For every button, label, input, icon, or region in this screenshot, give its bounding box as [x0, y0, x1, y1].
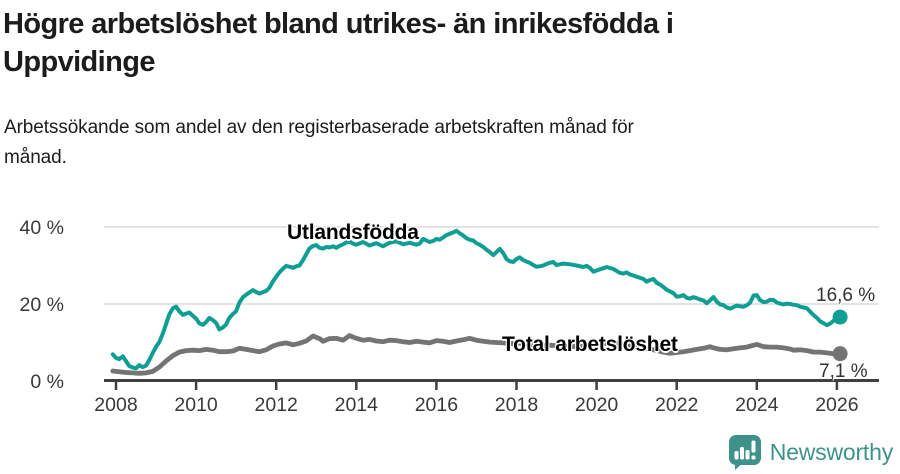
x-axis-label: 2024	[735, 394, 779, 416]
x-axis-label: 2026	[815, 394, 858, 416]
x-axis-label: 2010	[174, 394, 218, 416]
y-axis-label: 40 %	[20, 217, 64, 239]
title-line-1: Högre arbetslöshet bland utrikes- än inr…	[3, 8, 674, 40]
x-axis-label: 2022	[655, 394, 698, 416]
end-point-dot	[832, 309, 848, 325]
newsworthy-attribution: Newsworthy	[728, 434, 893, 470]
series-label-total-arbetsloshet: Total arbetslöshet	[502, 333, 678, 356]
chart-subtitle: Arbetssökande som andel av den registerb…	[4, 113, 884, 173]
end-point-dot	[832, 346, 848, 362]
subtitle-line-2: månad.	[4, 147, 67, 168]
title-line-2: Uppvidinge	[3, 46, 155, 78]
series-label-utlandsfodda: Utlandsfödda	[287, 221, 419, 244]
brand-wordmark: Newsworthy	[769, 438, 893, 465]
series-line-utlandsfodda	[110, 228, 843, 371]
series-line-total	[110, 333, 843, 376]
y-axis-label: 20 %	[20, 294, 64, 316]
x-axis-label: 2018	[495, 394, 538, 416]
subtitle-line-1: Arbetssökande som andel av den registerb…	[4, 117, 634, 138]
end-value-label-total: 7,1 %	[819, 361, 868, 382]
x-axis-label: 2014	[335, 394, 379, 416]
end-value-label-utlandsfodda: 16,6 %	[816, 285, 876, 306]
x-axis-label: 2020	[575, 394, 619, 416]
x-axis-label: 2008	[94, 394, 137, 416]
x-axis-label: 2012	[255, 394, 298, 416]
x-axis-label: 2016	[415, 394, 458, 416]
newsworthy-logo-icon	[728, 435, 761, 470]
y-axis-label: 0 %	[30, 371, 64, 393]
page-title: Högre arbetslöshet bland utrikes- än inr…	[3, 5, 883, 81]
